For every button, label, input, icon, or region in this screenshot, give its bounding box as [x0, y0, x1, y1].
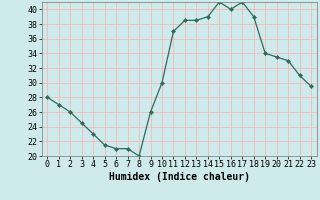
X-axis label: Humidex (Indice chaleur): Humidex (Indice chaleur) — [109, 172, 250, 182]
